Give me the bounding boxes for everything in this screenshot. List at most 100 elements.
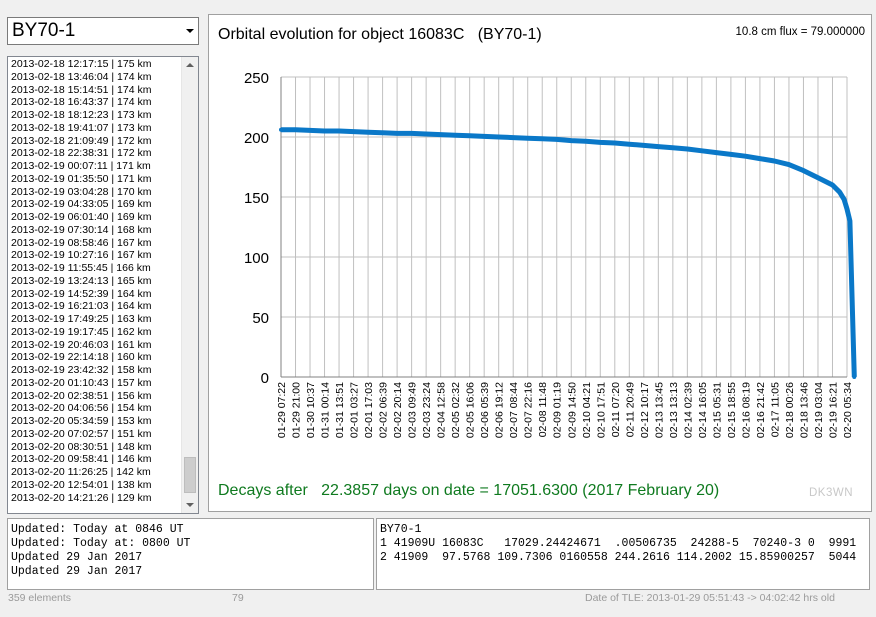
- data-point: [453, 133, 458, 138]
- data-point: [852, 375, 857, 379]
- x-tick-label: 02-13 13:45: [653, 382, 665, 438]
- x-tick-label: 02-17 11:05: [769, 382, 781, 437]
- y-tick-label: 50: [252, 310, 269, 327]
- chart-panel: Orbital evolution for object 16083C (BY7…: [208, 14, 872, 512]
- list-item[interactable]: 2013-02-20 04:06:56 | 154 km: [11, 402, 152, 415]
- list-item[interactable]: 2013-02-20 07:02:57 | 151 km: [11, 427, 152, 440]
- data-point: [540, 136, 545, 141]
- x-tick-label: 01-31 13:51: [334, 382, 346, 438]
- list-item[interactable]: 2013-02-19 23:42:32 | 158 km: [11, 364, 152, 376]
- x-tick-label: 01-30 10:37: [305, 382, 317, 438]
- data-point: [598, 140, 603, 145]
- data-point: [801, 168, 806, 173]
- list-item[interactable]: 2013-02-18 21:09:49 | 172 km: [11, 134, 152, 147]
- data-point: [482, 134, 487, 139]
- right_lines-line: BY70-1: [380, 523, 422, 536]
- x-tick-label: 02-18 13:46: [798, 382, 810, 438]
- y-tick-label: 100: [244, 250, 269, 267]
- list-item[interactable]: 2013-02-18 12:17:15 | 175 km: [11, 58, 152, 70]
- update-info-box[interactable]: Updated: Today at 0846 UT Updated: Today …: [7, 518, 374, 590]
- object-select-value: BY70-1: [12, 20, 76, 41]
- list-item[interactable]: 2013-02-19 14:52:39 | 164 km: [11, 287, 152, 300]
- scroll-up-icon[interactable]: [182, 57, 198, 73]
- left_lines-line: Updated: Today at 0846 UT: [11, 523, 184, 536]
- list-item[interactable]: 2013-02-19 22:14:18 | 160 km: [11, 351, 152, 364]
- object-select[interactable]: BY70-1: [7, 17, 199, 45]
- data-point: [525, 136, 530, 141]
- scroll-down-icon[interactable]: [182, 497, 198, 513]
- x-tick-label: 02-01 03:27: [349, 382, 361, 438]
- list-item[interactable]: 2013-02-19 19:17:45 | 162 km: [11, 325, 152, 338]
- list-item[interactable]: 2013-02-18 18:12:23 | 173 km: [11, 109, 152, 121]
- list-item[interactable]: 2013-02-18 19:41:07 | 173 km: [11, 121, 152, 134]
- data-point: [670, 145, 675, 150]
- data-point: [569, 138, 574, 143]
- data-point: [786, 162, 791, 167]
- x-tick-label: 02-18 00:26: [784, 382, 796, 438]
- list-item[interactable]: 2013-02-19 17:49:25 | 163 km: [11, 313, 152, 325]
- list-item[interactable]: 2013-02-20 08:30:51 | 148 km: [11, 440, 152, 453]
- list-item[interactable]: 2013-02-19 08:58:46 | 167 km: [11, 236, 152, 249]
- data-point: [279, 127, 283, 132]
- list-item[interactable]: 2013-02-19 11:55:45 | 166 km: [11, 262, 151, 274]
- x-tick-label: 02-15 05:31: [711, 382, 723, 438]
- tle-box[interactable]: BY70-1 1 41909U 16083C 17029.24424671 .00…: [376, 518, 870, 590]
- list-item[interactable]: 2013-02-20 14:21:26 | 129 km: [11, 491, 152, 504]
- status-tle-date: Date of TLE: 2013-01-29 05:51:43 -> 04:0…: [585, 592, 835, 604]
- x-tick-label: 02-06 19:12: [494, 382, 506, 438]
- y-tick-label: 200: [244, 130, 269, 147]
- list-item[interactable]: 2013-02-19 13:24:13 | 165 km: [11, 274, 152, 287]
- x-tick-label: 02-05 02:32: [450, 382, 462, 438]
- list-item[interactable]: 2013-02-19 03:04:28 | 170 km: [11, 185, 152, 198]
- chevron-down-icon[interactable]: [180, 18, 198, 44]
- list-item[interactable]: 2013-02-20 02:38:51 | 156 km: [11, 389, 152, 402]
- x-tick-label: 02-02 06:39: [378, 382, 390, 438]
- right_lines-line: 1 41909U 16083C 17029.24424671 .00506735…: [380, 537, 857, 550]
- status-flux: 79: [232, 592, 244, 604]
- data-point: [409, 131, 414, 136]
- x-tick-label: 02-07 22:16: [523, 382, 535, 438]
- chart-title: Orbital evolution for object 16083C (BY7…: [218, 26, 542, 43]
- pass-list-scrollbar[interactable]: [181, 57, 198, 513]
- x-tick-label: 02-16 08:19: [740, 382, 752, 438]
- list-item[interactable]: 2013-02-20 01:10:43 | 157 km: [11, 376, 152, 389]
- list-item[interactable]: 2013-02-19 07:30:14 | 168 km: [11, 223, 152, 236]
- list-item[interactable]: 2013-02-19 01:35:50 | 171 km: [11, 172, 152, 185]
- list-item[interactable]: 2013-02-20 11:26:25 | 142 km: [11, 466, 151, 478]
- scroll-thumb[interactable]: [184, 457, 196, 493]
- list-item[interactable]: 2013-02-20 12:54:01 | 138 km: [11, 478, 152, 491]
- list-item[interactable]: 2013-02-18 22:38:31 | 172 km: [11, 147, 152, 160]
- list-item[interactable]: 2013-02-19 04:33:05 | 169 km: [11, 198, 152, 211]
- right_lines-line: 2 41909 97.5768 109.7306 0160558 244.261…: [380, 551, 857, 564]
- x-tick-label: 01-29 21:00: [291, 382, 303, 438]
- list-item[interactable]: 2013-02-19 06:01:40 | 169 km: [11, 211, 152, 223]
- list-item[interactable]: 2013-02-19 00:07:11 | 171 km: [11, 160, 151, 172]
- list-item[interactable]: 2013-02-18 15:14:51 | 174 km: [11, 83, 152, 96]
- x-tick-label: 02-14 02:39: [682, 382, 694, 438]
- data-point: [380, 130, 385, 135]
- list-item[interactable]: 2013-02-19 20:46:03 | 161 km: [11, 338, 152, 351]
- data-point: [757, 156, 762, 161]
- x-tick-label: 01-29 07:22: [276, 382, 288, 438]
- x-tick-label: 02-03 23:24: [421, 382, 433, 438]
- x-tick-label: 02-15 18:55: [726, 382, 738, 438]
- data-point: [395, 131, 400, 136]
- x-tick-label: 02-06 05:39: [479, 382, 491, 438]
- data-point: [842, 197, 847, 202]
- list-item[interactable]: 2013-02-20 09:58:41 | 146 km: [11, 453, 152, 466]
- list-item[interactable]: 2013-02-18 16:43:37 | 174 km: [11, 96, 152, 109]
- x-tick-label: 02-01 17:03: [363, 382, 375, 438]
- left_lines-line: Updated 29 Jan 2017: [11, 565, 143, 578]
- data-point: [351, 129, 356, 134]
- pass-list-rows: 2013-02-18 12:17:15 | 175 km 2013-02-18 1…: [11, 58, 181, 504]
- list-item[interactable]: 2013-02-19 16:21:03 | 164 km: [11, 300, 152, 313]
- x-tick-label: 02-19 03:04: [813, 382, 825, 438]
- pass-list[interactable]: 2013-02-18 12:17:15 | 175 km 2013-02-18 1…: [7, 56, 199, 514]
- list-item[interactable]: 2013-02-20 05:34:59 | 153 km: [11, 415, 152, 427]
- altitude-series-line: [281, 127, 857, 378]
- x-tick-label: 02-16 21:42: [755, 382, 767, 438]
- data-point: [467, 133, 472, 138]
- list-item[interactable]: 2013-02-19 10:27:16 | 167 km: [11, 249, 152, 262]
- left_lines-line: Updated: Today at: 0800 UT: [11, 537, 191, 550]
- list-item[interactable]: 2013-02-18 13:46:04 | 174 km: [11, 70, 152, 83]
